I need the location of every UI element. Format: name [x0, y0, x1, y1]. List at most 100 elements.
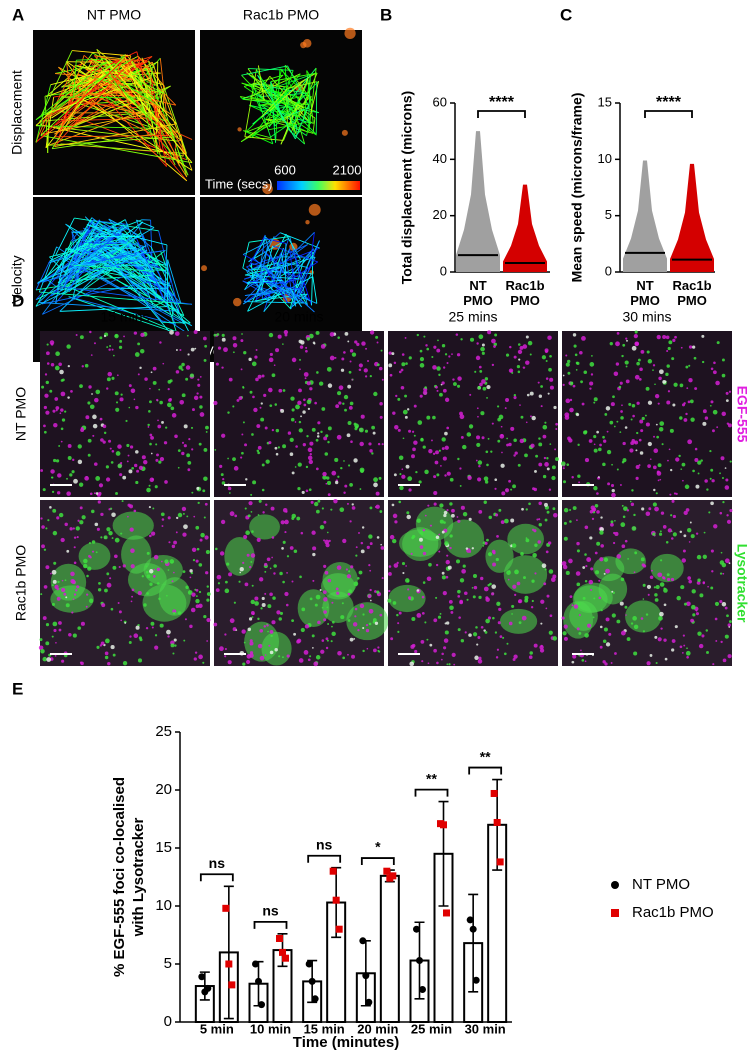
punctum: [161, 518, 165, 521]
punctum: [51, 602, 55, 606]
trajectory: [152, 264, 159, 267]
punctum: [389, 534, 395, 540]
trajectory: [54, 134, 172, 138]
punctum: [547, 392, 550, 395]
trajectory: [242, 240, 271, 255]
punctum: [249, 565, 252, 569]
punctum: [367, 594, 372, 599]
punctum: [377, 442, 381, 446]
punctum: [614, 519, 616, 522]
punctum: [504, 407, 507, 410]
punctum: [300, 531, 304, 535]
punctum: [76, 585, 80, 589]
punctum: [303, 650, 309, 655]
punctum: [399, 485, 404, 491]
punctum: [229, 511, 235, 517]
punctum: [161, 560, 163, 563]
punctum: [158, 597, 161, 600]
trajectory: [141, 57, 156, 86]
punctum: [327, 426, 332, 431]
punctum: [666, 364, 670, 368]
punctum: [551, 475, 556, 481]
punctum: [669, 493, 672, 496]
punctum: [53, 458, 57, 463]
punctum: [586, 557, 592, 562]
punctum: [58, 621, 62, 625]
punctum: [372, 431, 376, 435]
punctum: [273, 572, 276, 575]
punctum: [206, 592, 211, 596]
punctum: [326, 531, 329, 534]
punctum: [203, 448, 208, 452]
punctum: [637, 358, 641, 362]
punctum: [40, 593, 43, 596]
punctum: [712, 429, 715, 433]
punctum: [202, 661, 205, 664]
punctum: [654, 598, 659, 602]
punctum: [701, 334, 705, 338]
punctum: [229, 618, 235, 624]
punctum: [167, 569, 170, 571]
punctum: [441, 575, 446, 580]
punctum: [240, 368, 243, 371]
punctum: [203, 476, 208, 481]
punctum: [415, 470, 418, 474]
punctum: [549, 443, 552, 445]
punctum: [239, 571, 242, 574]
punctum: [444, 431, 448, 436]
punctum: [647, 359, 653, 364]
punctum: [297, 462, 302, 467]
punctum: [49, 389, 53, 393]
punctum: [305, 349, 308, 353]
punctum: [133, 331, 138, 335]
punctum: [320, 344, 326, 349]
punctum: [529, 651, 533, 655]
punctum: [510, 488, 513, 491]
punctum: [441, 447, 445, 451]
punctum: [251, 584, 254, 587]
punctum: [232, 405, 235, 408]
punctum: [472, 574, 478, 579]
punctum: [646, 350, 650, 354]
trajectory: [137, 55, 165, 87]
punctum: [269, 650, 274, 655]
punctum: [137, 590, 142, 596]
trajectory: [103, 224, 127, 244]
punctum: [143, 459, 148, 465]
punctum: [245, 478, 248, 481]
punctum: [279, 611, 284, 615]
trajectory: [299, 110, 304, 117]
punctum: [581, 335, 586, 341]
punctum: [541, 563, 547, 569]
significance-bracket: [477, 110, 526, 118]
trajectory: [157, 131, 188, 178]
punctum: [350, 440, 353, 444]
punctum: [577, 474, 581, 478]
punctum: [683, 418, 688, 422]
punctum: [314, 603, 318, 607]
punctum: [273, 364, 276, 367]
punctum: [186, 334, 189, 337]
trajectory: [67, 232, 123, 269]
punctum: [685, 650, 691, 656]
punctum: [472, 595, 476, 599]
punctum: [630, 418, 633, 421]
significance-bracket: [360, 857, 395, 866]
punctum: [658, 369, 664, 375]
trajectory: [287, 65, 310, 108]
punctum: [502, 636, 505, 639]
punctum: [228, 492, 231, 494]
punctum: [444, 541, 449, 546]
punctum: [517, 370, 521, 374]
punctum: [283, 329, 289, 335]
punctum: [259, 406, 262, 409]
trajectory: [294, 254, 312, 306]
punctum: [671, 537, 674, 540]
punctum: [264, 426, 268, 430]
punctum: [511, 371, 514, 374]
punctum: [331, 631, 336, 637]
punctum: [498, 607, 502, 611]
punctum: [157, 424, 162, 429]
punctum: [720, 456, 725, 461]
punctum: [166, 594, 168, 597]
